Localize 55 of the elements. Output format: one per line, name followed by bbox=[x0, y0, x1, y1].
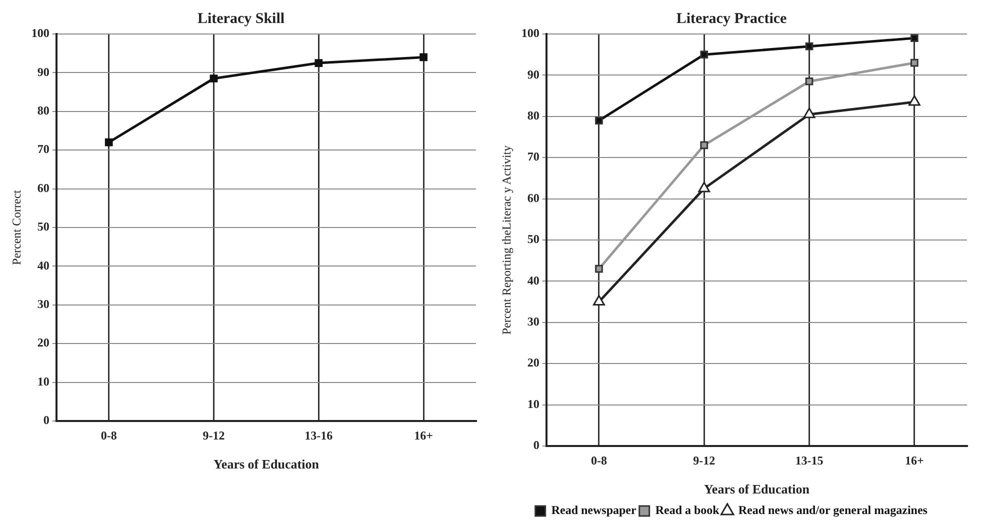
point bbox=[595, 264, 603, 273]
y-tick-label: 70 bbox=[37, 142, 50, 156]
point bbox=[593, 295, 605, 306]
point bbox=[910, 34, 918, 42]
x-tick-label: 13-16 bbox=[304, 428, 333, 442]
y-tick-label: 60 bbox=[527, 190, 540, 205]
x-tick-label: 9-12 bbox=[693, 453, 716, 468]
x-axis-title: Years of Education bbox=[704, 482, 810, 497]
y-tick-label: 10 bbox=[37, 374, 50, 388]
y-tick-label: 30 bbox=[527, 314, 540, 328]
point bbox=[104, 138, 113, 146]
y-tick-label: 70 bbox=[527, 150, 540, 164]
chart-title: Literacy Skill bbox=[197, 10, 285, 27]
y-tick-label: 90 bbox=[37, 64, 50, 79]
x-tick-label: 0-8 bbox=[590, 453, 607, 468]
y-axis-title: Percent Correct bbox=[9, 189, 24, 265]
y-tick-label: 100 bbox=[521, 26, 540, 40]
y-tick-label: 80 bbox=[527, 108, 540, 122]
y-tick-label: 50 bbox=[37, 220, 50, 234]
point bbox=[908, 95, 920, 106]
x-tick-label: 0-8 bbox=[100, 428, 117, 442]
point bbox=[698, 182, 710, 192]
point bbox=[805, 77, 814, 86]
legend-label: Read newspaper bbox=[551, 503, 638, 518]
y-axis-title: Percent Reporting theLiterac y Activity bbox=[499, 145, 514, 335]
point bbox=[700, 141, 708, 150]
y-tick-label: 50 bbox=[527, 232, 540, 246]
x-tick-label: 13-15 bbox=[795, 453, 824, 468]
point bbox=[910, 58, 918, 67]
y-tick-label: 100 bbox=[31, 26, 50, 40]
point bbox=[420, 53, 428, 62]
legend-label: Read news and/or general magazines bbox=[738, 503, 928, 518]
y-tick-label: 90 bbox=[527, 67, 540, 82]
chart-title: Literacy Practice bbox=[676, 10, 788, 27]
point bbox=[210, 74, 218, 82]
y-tick-label: 80 bbox=[37, 103, 50, 118]
point bbox=[314, 59, 323, 67]
x-tick-label: 9-12 bbox=[202, 428, 225, 442]
point bbox=[803, 108, 816, 118]
y-tick-label: 40 bbox=[37, 258, 50, 272]
y-tick-label: 0 bbox=[533, 438, 540, 452]
point bbox=[700, 50, 708, 59]
y-tick-label: 10 bbox=[527, 396, 540, 411]
x-tick-label: 16+ bbox=[905, 453, 924, 468]
x-axis-title: Years of Education bbox=[213, 456, 320, 472]
y-tick-label: 30 bbox=[37, 296, 50, 311]
point bbox=[595, 116, 603, 124]
y-tick-label: 20 bbox=[527, 356, 540, 370]
y-tick-label: 60 bbox=[37, 180, 50, 195]
y-tick-label: 40 bbox=[527, 273, 540, 288]
point bbox=[805, 42, 814, 50]
y-tick-label: 20 bbox=[37, 336, 50, 350]
legend-label: Read a book bbox=[655, 503, 720, 518]
x-tick-label: 16+ bbox=[414, 428, 434, 442]
y-tick-label: 0 bbox=[43, 413, 50, 428]
